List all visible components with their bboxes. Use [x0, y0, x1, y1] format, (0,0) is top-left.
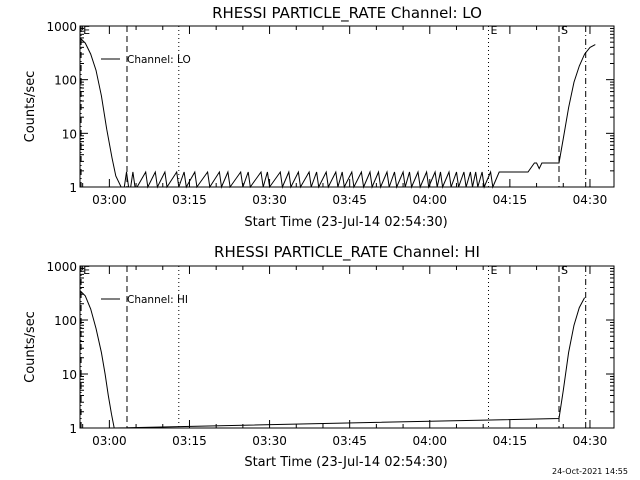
x-tick-label: 03:45 — [332, 193, 367, 207]
series-line — [79, 290, 586, 429]
time-marker-label: E — [491, 24, 498, 37]
y-tick-label: 1 — [69, 422, 77, 436]
time-marker-label: E — [491, 264, 498, 277]
x-tick-label: 03:00 — [92, 434, 127, 448]
time-marker-label: E — [83, 24, 90, 37]
chart-panel-2: RHESSI PARTICLE_RATE Channel: HI 1 10 100 10… — [23, 243, 615, 470]
footer-timestamp: 24-Oct-2021 14:55 — [552, 467, 628, 476]
y-tick-label: 10 — [62, 368, 77, 382]
x-tick-label: 04:30 — [573, 193, 608, 207]
plot-frame — [79, 265, 615, 429]
x-tick-label: 03:30 — [252, 434, 287, 448]
x-tick-label: 04:15 — [493, 193, 528, 207]
x-tick-label: 03:15 — [172, 193, 207, 207]
x-tick-label: 04:00 — [412, 434, 447, 448]
x-tick-label: 03:15 — [172, 434, 207, 448]
x-axis-label: Start Time (23-Jul-14 02:54:30) — [244, 455, 447, 470]
chart-title: RHESSI PARTICLE_RATE Channel: HI — [214, 243, 480, 262]
x-tick-label: 04:30 — [573, 434, 608, 448]
time-marker-label: E — [83, 264, 90, 277]
legend-label: Channel: LO — [127, 54, 191, 66]
y-tick-label: 1000 — [46, 20, 77, 34]
x-tick-label: 03:45 — [332, 434, 367, 448]
series-line — [79, 37, 596, 189]
chart-panel-1: RHESSI PARTICLE_RATE Channel: LO 1 10 100 10… — [23, 4, 615, 230]
legend-label: Channel: HI — [127, 294, 188, 306]
y-tick-label: 1000 — [46, 260, 77, 274]
x-tick-label: 03:30 — [252, 193, 287, 207]
y-tick-label: 100 — [54, 314, 77, 328]
x-tick-label: 04:15 — [493, 434, 528, 448]
x-tick-label: 04:00 — [412, 193, 447, 207]
y-tick-label: 100 — [54, 74, 77, 88]
plot-frame — [79, 25, 615, 188]
x-axis-label: Start Time (23-Jul-14 02:54:30) — [244, 215, 447, 230]
y-tick-label: 10 — [62, 127, 77, 141]
y-axis-label: Counts/sec — [23, 311, 38, 383]
y-axis-label: Counts/sec — [23, 71, 38, 143]
time-marker-label: S — [561, 264, 568, 277]
x-tick-label: 03:00 — [92, 193, 127, 207]
chart-title: RHESSI PARTICLE_RATE Channel: LO — [212, 4, 482, 23]
time-marker-label: S — [561, 24, 568, 37]
y-tick-label: 1 — [69, 181, 77, 195]
